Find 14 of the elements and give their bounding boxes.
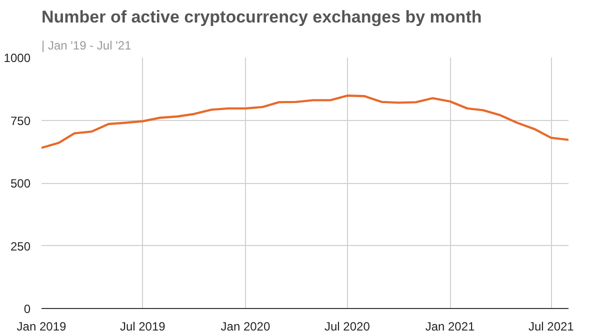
y-tick-label: 500 (10, 176, 31, 190)
chart-subtitle: | Jan '19 - Jul '21 (42, 38, 132, 52)
chart-title: Number of active cryptocurrency exchanges by month (42, 8, 482, 26)
x-tick-label: Jan 2020 (220, 320, 270, 334)
x-tick-label: Jul 2019 (120, 320, 166, 334)
x-tick-label: Jan 2021 (425, 320, 476, 334)
line-series (42, 94, 568, 149)
y-tick-label: 0 (24, 302, 31, 316)
y-tick-label: 250 (10, 239, 31, 254)
x-tick-label: Jul 2020 (324, 320, 370, 334)
x-tick-label: Jan 2019 (16, 320, 67, 334)
y-tick-label: 1000 (4, 51, 31, 65)
x-tick-label: Jul 2021 (528, 320, 574, 334)
y-tick-label: 750 (10, 114, 31, 128)
